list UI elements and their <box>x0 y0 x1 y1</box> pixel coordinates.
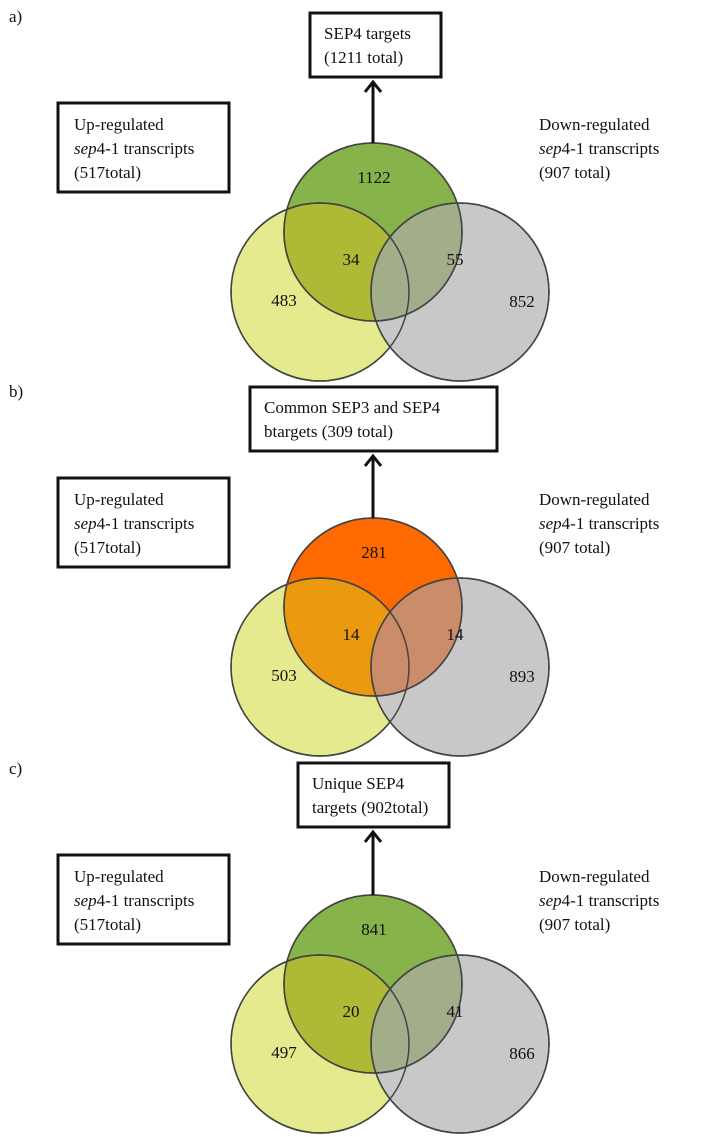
right-label-line-3-text: (907 total) <box>539 538 610 557</box>
right-label-line-2-italic: sep <box>539 514 562 533</box>
count-down-and-targets: 41 <box>447 1002 464 1021</box>
right-label-line-1: Down-regulated <box>539 115 650 134</box>
right-label-line-2: sep4-1 transcripts <box>539 891 659 910</box>
left-label-line-2: sep4-1 transcripts <box>74 514 194 533</box>
left-label-line-2-italic: sep <box>74 139 97 158</box>
right-label-line-3: (907 total) <box>539 538 610 557</box>
right-label-line-2-text: 4-1 transcripts <box>562 891 660 910</box>
panel-a: a) 1122 34 55 483 852 SEP4 targets (1211 total)… <box>9 7 659 382</box>
arrow-head-icon <box>363 829 383 843</box>
right-label-line-2-italic: sep <box>539 891 562 910</box>
venn-outline-up <box>230 954 410 1134</box>
panel-label: c) <box>9 759 22 778</box>
right-label-line-1: Down-regulated <box>539 490 650 509</box>
left-label-line-1-text: Up-regulated <box>74 115 164 134</box>
right-label-line-3-text: (907 total) <box>539 163 610 182</box>
count-up-only: 497 <box>271 1043 297 1062</box>
venn-outline-up <box>230 202 410 382</box>
panel-label: a) <box>9 7 22 26</box>
left-label-line-2-text: 4-1 transcripts <box>97 514 195 533</box>
left-label-line-2: sep4-1 transcripts <box>74 891 194 910</box>
top-label-line-1: SEP4 targets <box>324 24 411 43</box>
left-label-line-3: (517total) <box>74 915 141 934</box>
count-down-and-targets: 55 <box>447 250 464 269</box>
left-label-line-2-italic: sep <box>74 891 97 910</box>
venn-outline-down <box>370 202 550 382</box>
left-label-line-3-text: (517total) <box>74 915 141 934</box>
left-label-line-1: Up-regulated <box>74 867 164 886</box>
count-up-and-targets: 34 <box>343 250 361 269</box>
left-label-box <box>56 853 231 946</box>
count-down-only: 893 <box>509 667 535 686</box>
top-label-line-2: targets (902total) <box>312 798 428 817</box>
count-down-only: 866 <box>509 1044 535 1063</box>
count-targets-only: 1122 <box>357 168 390 187</box>
right-label-line-2-italic: sep <box>539 139 562 158</box>
count-up-only: 483 <box>271 291 297 310</box>
top-label-line-2: (1211 total) <box>324 48 403 67</box>
left-label-line-3-text: (517total) <box>74 163 141 182</box>
left-label-line-2-text: 4-1 transcripts <box>97 891 195 910</box>
arrow-head-icon <box>363 453 383 467</box>
right-label-line-2-text: 4-1 transcripts <box>562 139 660 158</box>
left-label-line-1: Up-regulated <box>74 490 164 509</box>
right-label-line-3-text: (907 total) <box>539 915 610 934</box>
panel-c: c) 841 20 41 497 866 Unique SEP4 targets (902to… <box>9 759 659 1134</box>
right-label-line-1-text: Down-regulated <box>539 490 650 509</box>
arrow-head-icon <box>363 79 383 93</box>
panel-b: b) 281 14 14 503 893 Common SEP3 and SEP4 btarg… <box>9 382 659 757</box>
count-up-and-targets: 14 <box>343 625 361 644</box>
count-targets-only: 841 <box>361 920 387 939</box>
left-label-line-1: Up-regulated <box>74 115 164 134</box>
top-label-line-2: btargets (309 total) <box>264 422 393 441</box>
venn-outline-down <box>370 954 550 1134</box>
panel-label: b) <box>9 382 23 401</box>
count-targets-only: 281 <box>361 543 387 562</box>
right-label-line-1-text: Down-regulated <box>539 115 650 134</box>
left-label-line-3: (517total) <box>74 163 141 182</box>
count-down-and-targets: 14 <box>447 625 465 644</box>
right-label-line-3: (907 total) <box>539 915 610 934</box>
left-label-line-3: (517total) <box>74 538 141 557</box>
left-label-line-3-text: (517total) <box>74 538 141 557</box>
left-label-line-2-italic: sep <box>74 514 97 533</box>
left-label-box <box>56 101 231 194</box>
right-label-line-1-text: Down-regulated <box>539 867 650 886</box>
top-label-box <box>308 11 443 79</box>
right-label-line-2: sep4-1 transcripts <box>539 514 659 533</box>
venn-outline-up <box>230 577 410 757</box>
count-down-only: 852 <box>509 292 535 311</box>
right-label-line-2: sep4-1 transcripts <box>539 139 659 158</box>
left-label-box <box>56 476 231 569</box>
left-label-line-2: sep4-1 transcripts <box>74 139 194 158</box>
venn-outline-down <box>370 577 550 757</box>
top-label-line-1: Common SEP3 and SEP4 <box>264 398 441 417</box>
left-label-line-1-text: Up-regulated <box>74 867 164 886</box>
right-label-line-1: Down-regulated <box>539 867 650 886</box>
top-label-box <box>248 385 499 453</box>
count-up-and-targets: 20 <box>343 1002 360 1021</box>
right-label-line-2-text: 4-1 transcripts <box>562 514 660 533</box>
top-label-line-1: Unique SEP4 <box>312 774 405 793</box>
count-up-only: 503 <box>271 666 297 685</box>
left-label-line-1-text: Up-regulated <box>74 490 164 509</box>
left-label-line-2-text: 4-1 transcripts <box>97 139 195 158</box>
right-label-line-3: (907 total) <box>539 163 610 182</box>
top-label-box <box>296 761 451 829</box>
